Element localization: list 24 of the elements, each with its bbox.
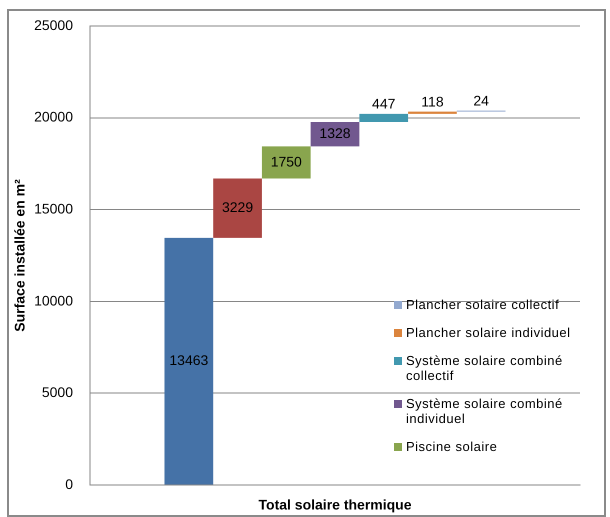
data-label: 1328 (319, 125, 351, 142)
legend-label: Système solaire combiné collectif (406, 353, 564, 383)
legend-label: Plancher solaire collectif (406, 297, 560, 312)
bar (262, 146, 311, 179)
data-label: 3229 (222, 199, 254, 216)
y-axis-title: Surface installée en m² (11, 178, 28, 332)
y-tick-label: 5000 (42, 384, 74, 400)
y-tick-label: 20000 (34, 108, 74, 125)
y-tick-label: 10000 (34, 292, 74, 308)
x-tick-label: Total solaire thermique (258, 496, 412, 512)
data-label: 1750 (270, 153, 302, 170)
y-tick-label: 25000 (34, 16, 74, 33)
legend-label: Plancher solaire individuel (406, 325, 572, 340)
y-tick-label: 0 (65, 476, 74, 492)
data-label: 24 (473, 92, 490, 109)
bar (164, 238, 214, 484)
legend-label: Système solaire combiné individuel (406, 396, 564, 426)
bar (359, 114, 408, 122)
data-label: 447 (372, 96, 396, 112)
bar (213, 178, 262, 238)
legend-label: Piscine solaire (406, 439, 498, 454)
data-label: 118 (421, 94, 444, 110)
data-label: 13463 (169, 352, 209, 368)
y-tick-label: 15000 (34, 200, 74, 216)
